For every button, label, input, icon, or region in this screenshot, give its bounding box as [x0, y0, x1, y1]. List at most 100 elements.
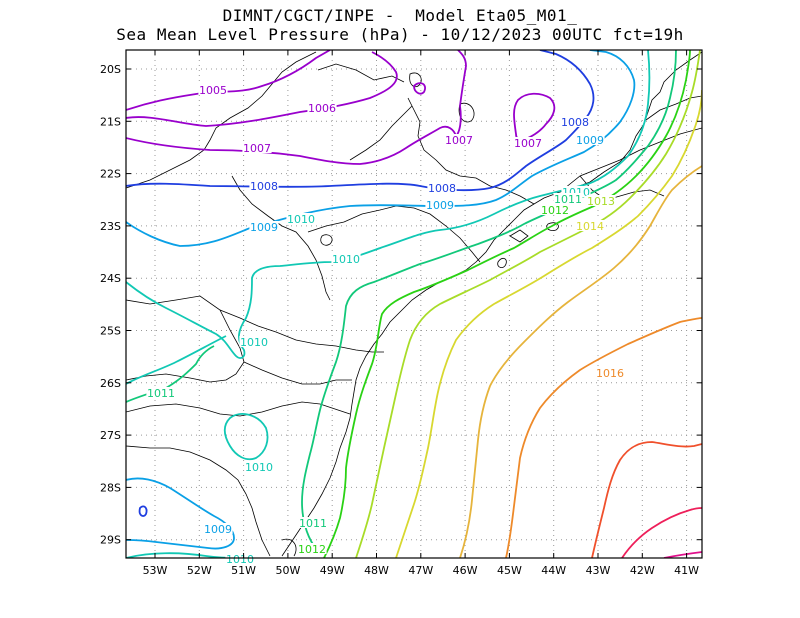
isobar-label-bg	[561, 186, 591, 197]
isobar-label: 1009	[576, 134, 604, 147]
isobar-label: 1009	[426, 199, 454, 212]
isobar-label: 1009	[250, 221, 278, 234]
lon-label: 50W	[275, 564, 300, 577]
isobar-1005	[126, 50, 331, 111]
state-border	[349, 105, 413, 161]
state-border	[317, 63, 405, 83]
lon-label: 44W	[541, 564, 566, 577]
isobar-1009	[126, 50, 636, 247]
isobar-label-bg	[297, 543, 327, 554]
lat-label: 22S	[100, 168, 121, 181]
map-frame	[125, 49, 703, 559]
isobar-label-bg	[198, 84, 228, 95]
isobar-label: 1011	[554, 193, 582, 206]
lon-label: 53W	[143, 564, 168, 577]
isobar-label-bg	[242, 142, 272, 153]
isobar-label: 1016	[596, 367, 624, 380]
state-border	[126, 51, 317, 189]
isobar-1007	[513, 92, 556, 141]
isobar-label-bg	[286, 213, 316, 224]
bay	[509, 229, 529, 243]
lon-label: 42W	[630, 564, 655, 577]
isobar-1012	[323, 50, 691, 558]
isobar-label-bg	[575, 134, 605, 145]
isobar-1008	[126, 50, 595, 192]
isobar-label: 1011	[299, 517, 327, 530]
isobar-label: 1008	[561, 116, 589, 129]
title-line-1: DIMNT/CGCT/INPE - Model Eta05_M01_	[222, 6, 578, 25]
country-border	[243, 361, 352, 385]
isobar-label-bg	[146, 387, 176, 398]
isobar-lines	[126, 50, 702, 558]
isobar-label-bg	[249, 180, 279, 191]
isobar-label: 1007	[445, 134, 473, 147]
isobar-1016	[505, 317, 702, 558]
isobar-1006	[413, 82, 426, 95]
isobar-label-bg	[427, 182, 457, 193]
lat-label: 27S	[100, 429, 121, 442]
reservoir	[409, 72, 422, 88]
lon-label: 41W	[674, 564, 699, 577]
isobar-label-bg	[595, 367, 625, 378]
isobar-1014	[395, 89, 702, 558]
isobar-label: 1008	[428, 182, 456, 195]
title-line-2: Sea Mean Level Pressure (hPa) - 10/12/20…	[116, 25, 684, 44]
lon-label: 52W	[187, 564, 212, 577]
state-border	[307, 205, 481, 263]
state-border	[231, 175, 331, 301]
isobar-label-bg	[249, 221, 279, 232]
isobar-1015	[459, 165, 702, 558]
state-border	[645, 95, 702, 121]
isobar-label-bg	[553, 193, 583, 204]
country-border	[126, 295, 245, 383]
isobar-1010-low	[126, 552, 241, 558]
isobar-label-bg	[203, 523, 233, 534]
isobar-label: 1008	[250, 180, 278, 193]
isobar-label-bg	[239, 336, 269, 347]
isobar-label: 1005	[199, 84, 227, 97]
lat-lon-grid	[126, 50, 702, 558]
isobar-label-bg	[513, 137, 543, 148]
isobar-label: 1009	[204, 523, 232, 536]
isobar-1019	[663, 551, 702, 558]
isobar-label: 1014	[576, 220, 604, 233]
isobar-label-bg	[575, 220, 605, 231]
lat-label: 25S	[100, 325, 121, 338]
isobar-1010	[223, 413, 269, 461]
isobar-label-bg	[444, 134, 474, 145]
island	[497, 258, 507, 268]
state-border	[126, 401, 351, 417]
isobar-1018	[621, 507, 702, 558]
isobar-label: 1006	[308, 102, 336, 115]
isobar-label-bg	[586, 195, 616, 206]
isobar-label-bg	[244, 461, 274, 472]
isobar-label: 1007	[514, 137, 542, 150]
isobar-label-bg	[425, 199, 455, 210]
lon-label: 43W	[586, 564, 611, 577]
longitude-labels: 53W 52W 51W 50W 49W 48W 47W 46W 45W 44W 43W 42W 41W	[143, 564, 700, 577]
lat-label: 29S	[100, 534, 121, 547]
isobar-1011	[301, 50, 677, 547]
state-border	[579, 175, 665, 201]
isobar-label-bg	[540, 204, 570, 215]
lon-label: 49W	[320, 564, 345, 577]
isobar-label: 1010	[287, 213, 315, 226]
isobar-1013	[355, 50, 701, 558]
lat-label: 28S	[100, 481, 121, 494]
lake	[281, 538, 297, 557]
isobar-1010	[126, 335, 227, 385]
lon-label: 46W	[453, 564, 478, 577]
lon-label: 48W	[364, 564, 389, 577]
isobar-1007	[126, 50, 467, 165]
isobar-label: 1012	[298, 543, 326, 556]
island	[546, 222, 559, 231]
lat-label: 26S	[100, 377, 121, 390]
isobar-label: 1010	[226, 553, 254, 566]
isobar-label: 1010	[245, 461, 273, 474]
isobar-label-bg	[298, 517, 328, 528]
isobar-labels: 1005 1006 1007 1007 1007 1008 1008 1008 1009 1009…	[146, 84, 625, 566]
lon-label: 45W	[497, 564, 522, 577]
reservoir	[320, 234, 333, 246]
lat-label: 24S	[100, 272, 121, 285]
